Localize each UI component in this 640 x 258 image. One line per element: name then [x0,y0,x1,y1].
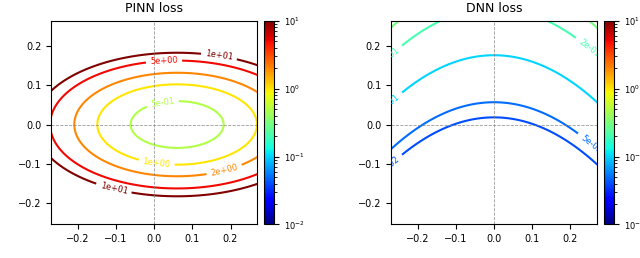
Text: 2e-01: 2e-01 [577,37,602,59]
Text: 4e-02: 4e-02 [377,155,401,177]
Text: 5e-01: 5e-01 [150,96,175,109]
Text: 2e+00: 2e+00 [210,163,239,178]
Title: PINN loss: PINN loss [125,2,183,15]
Text: 5e+00: 5e+00 [150,56,178,66]
Text: 1e+00: 1e+00 [142,157,171,170]
Text: 2e-01: 2e-01 [377,46,401,68]
Text: 5e-02: 5e-02 [579,133,604,155]
Text: 1e+01: 1e+01 [99,181,129,196]
Text: 1e-01: 1e-01 [377,93,401,115]
Text: 1e+01: 1e+01 [205,50,234,62]
Title: DNN loss: DNN loss [466,2,522,15]
